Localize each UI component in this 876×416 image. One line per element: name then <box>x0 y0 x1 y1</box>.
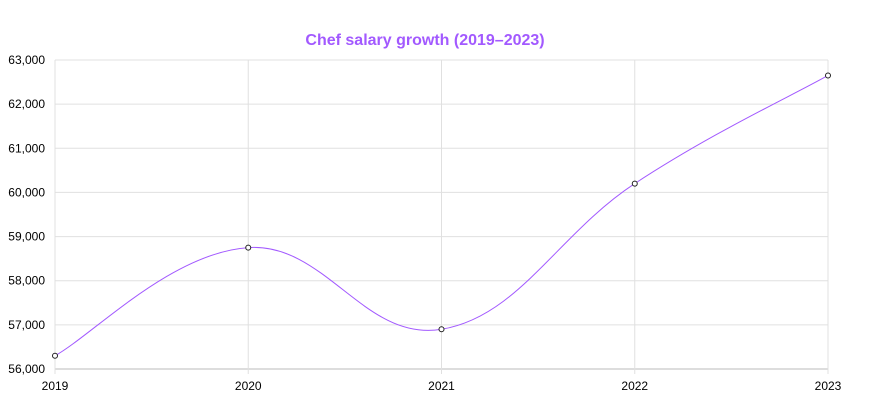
y-tick-label: 56,000 <box>8 362 45 376</box>
y-tick-label: 60,000 <box>8 185 45 199</box>
y-tick-label: 58,000 <box>8 274 45 288</box>
data-points <box>52 72 831 359</box>
data-point <box>631 180 638 187</box>
y-tick-label: 63,000 <box>8 53 45 67</box>
y-tick-label: 62,000 <box>8 97 45 111</box>
data-point <box>245 244 252 251</box>
chart-title: Chef salary growth (2019–2023) <box>305 32 544 49</box>
y-tick-label: 57,000 <box>8 318 45 332</box>
y-tick-label: 59,000 <box>8 230 45 244</box>
data-point <box>438 326 445 333</box>
x-tick-label: 2019 <box>42 379 69 393</box>
y-tick-label: 61,000 <box>8 141 45 155</box>
x-tick-label: 2023 <box>815 379 842 393</box>
x-tick-label: 2022 <box>621 379 648 393</box>
x-axis: 2019 2020 2021 2022 2023 <box>42 379 842 393</box>
grid-lines <box>54 59 829 374</box>
y-axis: 56,000 57,000 58,000 59,000 60,000 61,000 62,0… <box>8 53 45 376</box>
data-point <box>825 72 831 79</box>
data-point <box>52 352 58 359</box>
x-tick-label: 2021 <box>428 379 455 393</box>
x-tick-label: 2020 <box>235 379 262 393</box>
